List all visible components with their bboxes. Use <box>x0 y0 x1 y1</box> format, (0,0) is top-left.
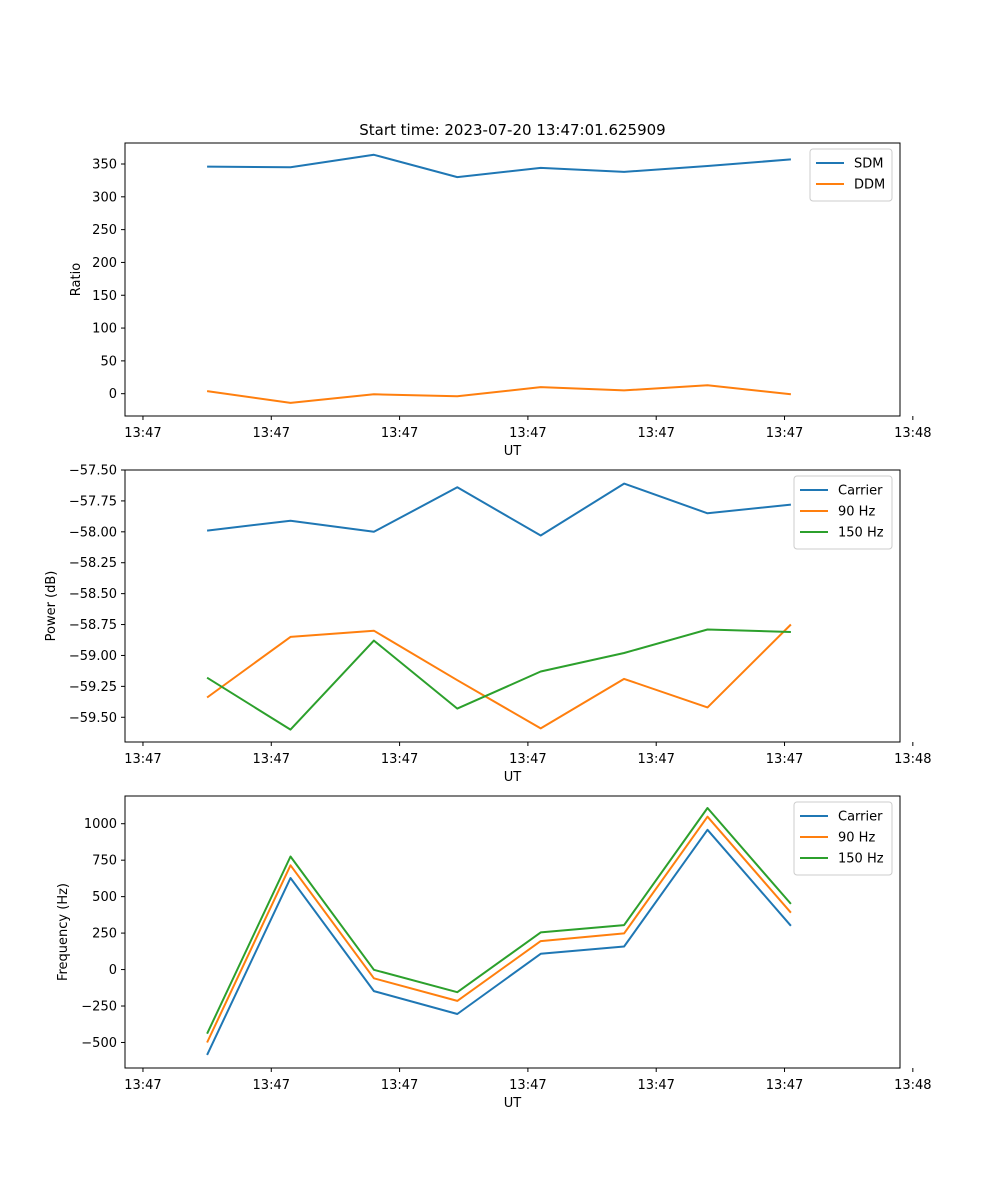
legend-label: 90 Hz <box>838 831 875 846</box>
legend-label: Carrier <box>838 484 883 499</box>
y-tick-label: 300 <box>92 190 117 205</box>
x-tick-label: 13:47 <box>637 426 674 441</box>
frequency-panel: 13:47 13:47 13:47 13:47 13:47 13:47 13:48 −500 −… <box>56 795 932 1111</box>
x-tick-label: 13:48 <box>894 752 931 767</box>
x-axis-label: UT <box>504 444 522 459</box>
y-tick-label: −59.25 <box>69 680 117 695</box>
y-tick-label: −500 <box>81 1036 117 1051</box>
series-line-90-hz <box>206 623 792 730</box>
x-tick-label: 13:47 <box>124 1078 161 1093</box>
series-line-150-hz <box>206 628 791 731</box>
x-tick-label: 13:48 <box>894 426 931 441</box>
y-tick-label: 0 <box>109 387 117 402</box>
x-tick-label: 13:47 <box>637 752 674 767</box>
y-tick-label: 100 <box>92 322 117 337</box>
x-tick-label: 13:47 <box>509 1078 546 1093</box>
y-tick-label: −59.00 <box>69 649 117 664</box>
x-tick-label: 13:47 <box>253 752 290 767</box>
x-tick-label: 13:47 <box>766 1078 803 1093</box>
chart-title: Start time: 2023-07-20 13:47:01.625909 <box>359 121 665 139</box>
y-tick-label: 50 <box>100 354 117 369</box>
y-tick-label: −59.50 <box>69 711 117 726</box>
x-tick-label: 13:47 <box>637 1078 674 1093</box>
series-line-ddm <box>206 384 792 404</box>
x-tick-label: 13:47 <box>124 752 161 767</box>
x-axis-label: UT <box>504 1096 522 1111</box>
axes-frame <box>124 469 901 743</box>
series-line-90-hz <box>206 815 792 1043</box>
legend: Carrier 90 Hz 150 Hz <box>793 801 893 876</box>
y-tick-label: 750 <box>92 854 117 869</box>
x-axis-label: UT <box>504 770 522 785</box>
series-line-carrier <box>206 828 792 1056</box>
x-tick-label: 13:47 <box>381 752 418 767</box>
legend-label: DDM <box>854 178 885 193</box>
y-tick-label: 0 <box>109 963 117 978</box>
y-tick-label: 250 <box>92 927 117 942</box>
y-tick-label: 1000 <box>84 817 117 832</box>
x-tick-label: 13:47 <box>381 1078 418 1093</box>
y-axis-label: Power (dB) <box>44 571 59 642</box>
y-tick-label: −58.50 <box>69 587 117 602</box>
axes-frame <box>124 142 901 417</box>
y-tick-label: 150 <box>92 289 117 304</box>
y-tick-label: −58.75 <box>69 618 117 633</box>
axes-frame <box>124 795 901 1069</box>
legend-label: Carrier <box>838 810 883 825</box>
x-tick-label: 13:47 <box>124 426 161 441</box>
y-axis-label: Ratio <box>69 263 84 296</box>
ratio-panel: 13:47 13:47 13:47 13:47 13:47 13:47 13:48 0 50 10… <box>69 121 932 459</box>
x-tick-label: 13:48 <box>894 1078 931 1093</box>
y-tick-label: −58.00 <box>69 525 117 540</box>
x-tick-label: 13:47 <box>766 426 803 441</box>
series-line-sdm <box>207 153 791 179</box>
x-tick-label: 13:47 <box>253 426 290 441</box>
legend-box <box>793 475 893 550</box>
y-tick-label: 200 <box>92 256 117 271</box>
x-tick-label: 13:47 <box>253 1078 290 1093</box>
power-panel: 13:47 13:47 13:47 13:47 13:47 13:47 13:48 −57.5… <box>44 464 932 786</box>
y-tick-label: 350 <box>92 158 117 173</box>
y-tick-label: 500 <box>92 890 117 905</box>
y-tick-label: −57.75 <box>69 494 117 509</box>
x-tick-label: 13:47 <box>381 426 418 441</box>
x-tick-label: 13:47 <box>766 752 803 767</box>
legend-box <box>793 801 893 876</box>
y-tick-label: −57.50 <box>69 464 117 479</box>
y-tick-label: −58.25 <box>69 556 117 571</box>
legend-label: 150 Hz <box>838 526 884 541</box>
legend-label: 150 Hz <box>838 852 884 867</box>
y-axis-label: Frequency (Hz) <box>56 883 71 981</box>
legend: SDM DDM <box>809 148 893 202</box>
legend-label: SDM <box>854 157 883 172</box>
x-tick-label: 13:47 <box>509 426 546 441</box>
y-tick-label: −250 <box>81 1000 117 1015</box>
x-tick-label: 13:47 <box>509 752 546 767</box>
y-tick-label: 250 <box>92 223 117 238</box>
series-line-150-hz <box>206 807 792 1035</box>
legend-label: 90 Hz <box>838 505 875 520</box>
legend: Carrier 90 Hz 150 Hz <box>793 475 893 550</box>
series-line-carrier <box>206 482 792 537</box>
